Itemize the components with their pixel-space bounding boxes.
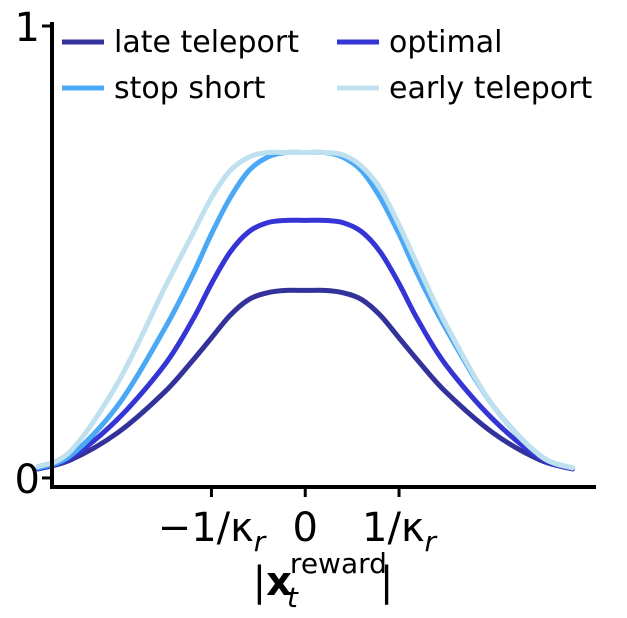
x-axis-label: |xreward t | (253, 547, 394, 614)
legend: late teleport optimal stop short early tele… (62, 25, 593, 106)
legend-label-early-teleport: early teleport (389, 71, 593, 106)
series-line-optimal (35, 217, 576, 472)
legend-item-early-teleport: early teleport (337, 71, 593, 106)
legend-item-late-teleport: late teleport (62, 25, 299, 60)
legend-item-optimal: optimal (337, 25, 502, 60)
series-line-early-teleport (35, 149, 576, 471)
curves-layer (35, 149, 576, 472)
x-tick-label-0: −1/κr (158, 505, 267, 558)
x-axis-label-group: |xreward t | (253, 547, 394, 614)
y-tick-label-0: 0 (15, 457, 40, 503)
legend-item-stop-short: stop short (62, 71, 266, 106)
legend-label-stop-short: stop short (114, 71, 266, 106)
axes-layer: 0 1 −1/κr 0 1/κr (15, 5, 596, 558)
x-tick-label-1: 0 (293, 505, 318, 551)
series-line-late-teleport (35, 287, 576, 472)
legend-label-late-teleport: late teleport (114, 25, 299, 60)
y-tick-label-1: 1 (15, 5, 40, 51)
x-tick-label-2: 1/κr (362, 505, 438, 558)
legend-label-optimal: optimal (389, 25, 502, 60)
